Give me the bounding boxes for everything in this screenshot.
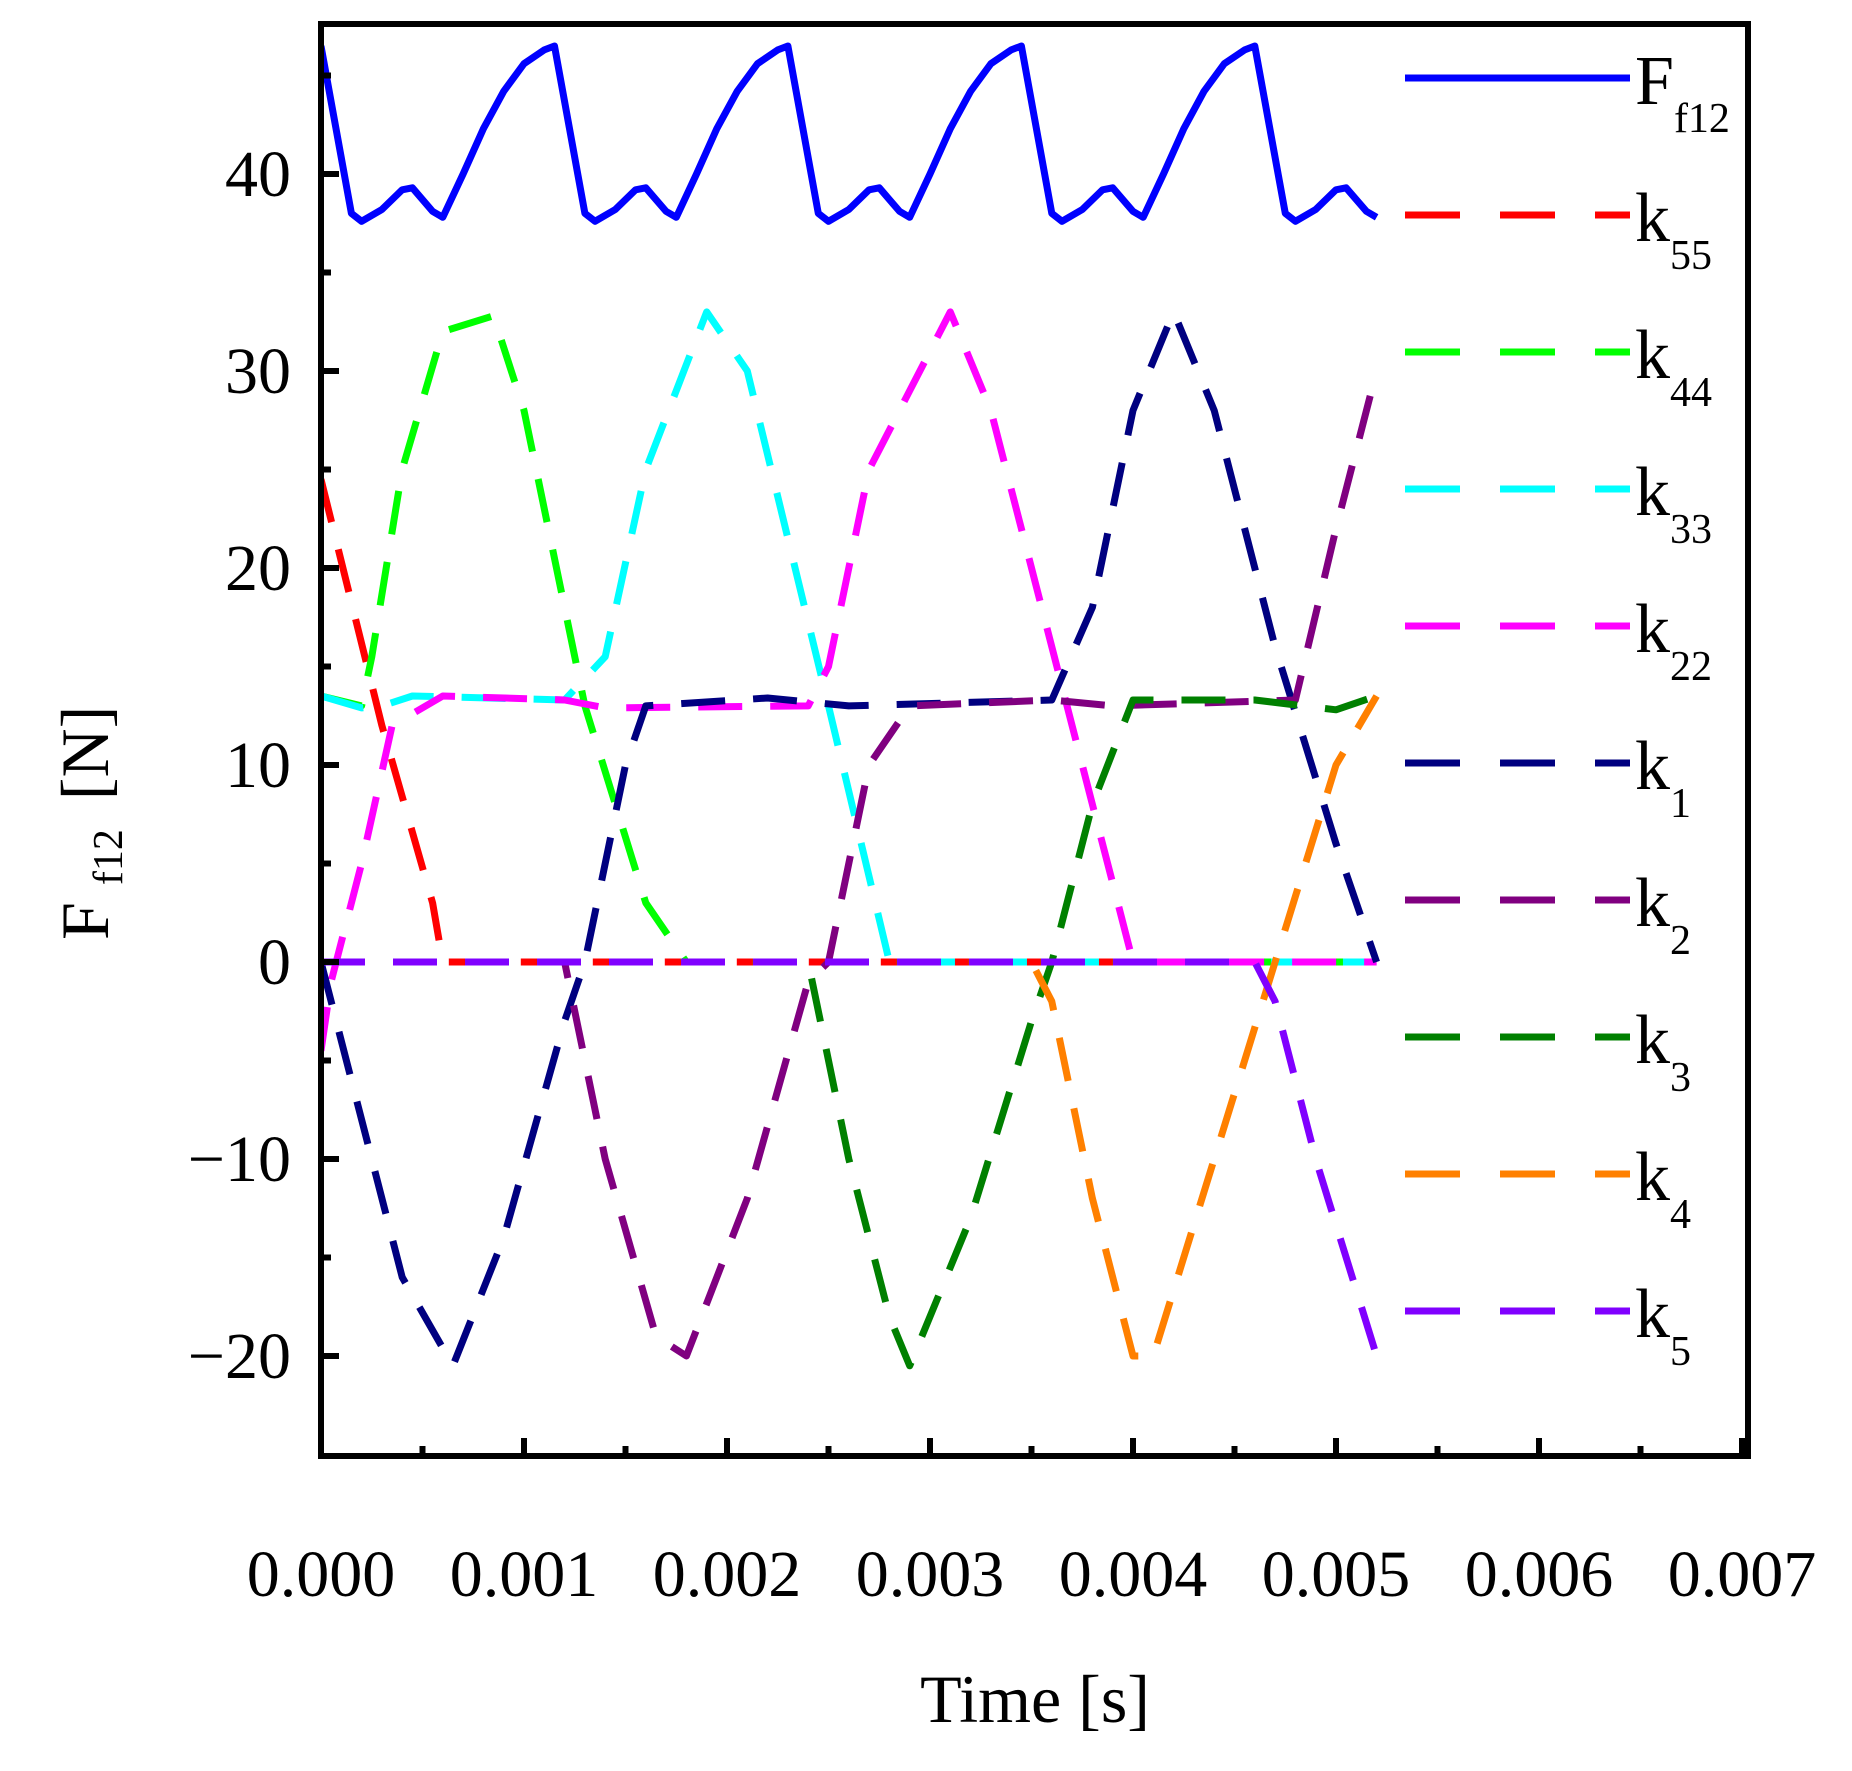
x-tick-label: 0.005 (1262, 1538, 1411, 1611)
legend-label-sub: 55 (1670, 233, 1712, 279)
y-tick-label: −20 (188, 1320, 291, 1393)
legend-label-main: k (1635, 865, 1670, 942)
series-line-k-4 (321, 694, 1380, 1360)
series-line-k-1 (321, 308, 1380, 1370)
y-tick-label: −10 (188, 1123, 291, 1196)
legend-label-sub: 22 (1670, 644, 1712, 690)
series-line-k-55 (321, 478, 1377, 966)
y-tick-label: 40 (225, 138, 291, 211)
y-axis-title: F f12 [N] (47, 706, 137, 940)
legend-label-main: k (1635, 591, 1670, 668)
y-tick-label: 30 (225, 335, 291, 408)
x-axis-title: Time [s] (920, 1661, 1150, 1737)
legend-label-k-2: k2 (1635, 865, 1691, 964)
series-line-k-44 (321, 312, 1377, 966)
legend-label-k-33: k33 (1635, 454, 1712, 553)
legend-label-main: k (1635, 1002, 1670, 1079)
y-tick-label: 20 (225, 532, 291, 605)
x-tick-label: 0.001 (450, 1538, 599, 1611)
legend-label-main: k (1635, 180, 1670, 257)
legend-label-main: k (1635, 1139, 1670, 1216)
series-line-k-2 (321, 370, 1380, 1360)
x-tick-label: 0.006 (1465, 1538, 1614, 1611)
legend-label-k-3: k3 (1635, 1002, 1691, 1101)
legend-label-f-f12: Ff12 (1635, 43, 1730, 142)
legend-label-k-4: k4 (1635, 1139, 1691, 1238)
legend-label-main: k (1635, 728, 1670, 805)
y-tick-label: 10 (225, 729, 291, 802)
y-axis-title-main: F (47, 902, 123, 940)
legend-label-sub: 1 (1670, 781, 1691, 827)
legend-label-sub: 3 (1670, 1055, 1691, 1101)
x-tick-label: 0.003 (856, 1538, 1005, 1611)
plot-frame (318, 21, 1751, 1459)
y-tick-label: 0 (258, 926, 291, 999)
legend-label-main: F (1635, 43, 1674, 120)
legend-label-k-1: k1 (1635, 728, 1691, 827)
legend-label-k-5: k5 (1635, 1276, 1691, 1375)
legend-label-k-44: k44 (1635, 317, 1712, 416)
legend-label-sub: 5 (1670, 1329, 1691, 1375)
legend-label-main: k (1635, 1276, 1670, 1353)
legend-label-main: k (1635, 454, 1670, 531)
x-tick-label: 0.000 (247, 1538, 396, 1611)
legend-label-sub: 33 (1670, 507, 1712, 553)
legend-label-main: k (1635, 317, 1670, 394)
y-axis-title-unit: [N] (47, 706, 123, 800)
legend-label-k-55: k55 (1635, 180, 1712, 279)
series-line-k-3 (321, 692, 1378, 1370)
x-tick-label: 0.007 (1668, 1538, 1817, 1611)
x-tick-label: 0.002 (653, 1538, 802, 1611)
legend-label-sub: 44 (1670, 370, 1712, 416)
legend-label-sub: f12 (1674, 96, 1730, 142)
legend-label-sub: 2 (1670, 918, 1691, 964)
series-line-k-5 (321, 958, 1380, 1358)
legend-label-sub: 4 (1670, 1192, 1691, 1238)
legend-label-k-22: k22 (1635, 591, 1712, 690)
series-line-k-33 (321, 308, 1377, 966)
ticks-layer: 0.000 0.001 0.002 0.003 0.004 0.005 0.006 0.007… (188, 72, 1817, 1611)
series-layer (321, 42, 1380, 1370)
series-line-k-22 (321, 308, 1377, 1052)
y-axis-title-sub: f12 (86, 829, 132, 885)
series-line-f-f12 (321, 42, 1379, 225)
x-tick-label: 0.004 (1059, 1538, 1208, 1611)
